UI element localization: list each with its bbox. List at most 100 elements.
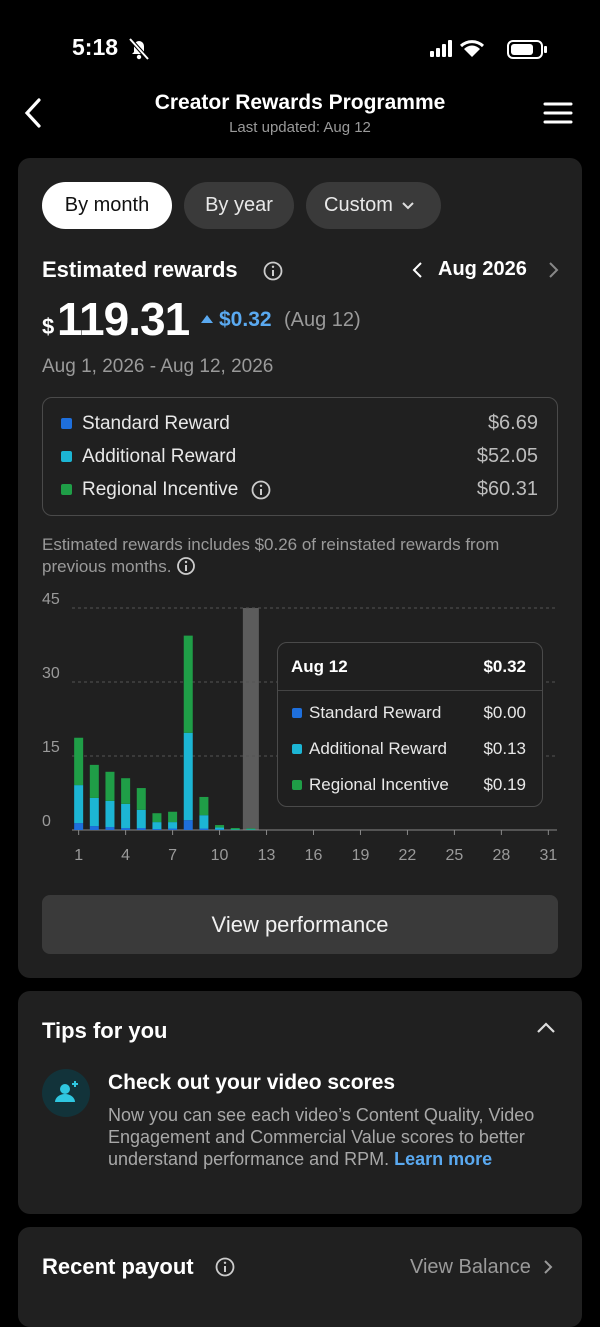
- prev-month[interactable]: [410, 260, 426, 280]
- currency: $: [42, 314, 54, 340]
- mute-icon: [126, 36, 152, 62]
- info-icon[interactable]: [176, 556, 196, 576]
- chevron-right: [541, 1258, 555, 1276]
- tip-body: Now you can see each video’s Content Qua…: [108, 1104, 568, 1170]
- tip-icon: [42, 1069, 90, 1117]
- tooltip-value: $0.13: [483, 739, 526, 759]
- bar-segment: [168, 822, 177, 828]
- learn-more-link[interactable]: Learn more: [394, 1149, 492, 1169]
- date-range: Aug 1, 2026 - Aug 12, 2026: [42, 356, 273, 378]
- total-amount: 119.31: [57, 292, 189, 346]
- reinstated-note: Estimated rewards includes $0.26 of rein…: [42, 534, 562, 578]
- legend-label: Additional Reward: [82, 446, 236, 468]
- bar-segment: [137, 788, 146, 810]
- status-time: 5:18: [72, 34, 118, 61]
- x-tick-label: 31: [539, 847, 557, 864]
- bar-segment: [121, 828, 130, 830]
- bar-segment: [199, 829, 208, 830]
- note-text: Estimated rewards includes $0.26 of rein…: [42, 535, 499, 576]
- tab-by-month[interactable]: By month: [42, 182, 172, 229]
- bar-segment: [231, 828, 240, 829]
- menu-button[interactable]: [542, 100, 574, 126]
- tab-custom-label: Custom: [324, 194, 393, 216]
- info-icon[interactable]: [262, 260, 284, 282]
- bar-segment: [105, 772, 114, 801]
- bar-segment: [215, 828, 224, 830]
- x-tick-label: 4: [121, 847, 130, 864]
- bar-segment: [121, 778, 130, 804]
- tips-title: Tips for you: [42, 1018, 168, 1044]
- breakdown-value: $52.05: [477, 445, 538, 468]
- bar-segment: [152, 813, 161, 822]
- tooltip-value: $0.19: [483, 775, 526, 795]
- bar-segment: [168, 829, 177, 830]
- y-tick-label: 45: [42, 591, 60, 608]
- x-tick-label: 16: [305, 847, 323, 864]
- x-tick-label: 19: [352, 847, 370, 864]
- tooltip-swatch: [292, 780, 302, 790]
- info-icon[interactable]: [214, 1256, 236, 1278]
- tip-heading: Check out your video scores: [108, 1071, 395, 1095]
- tooltip-divider: [278, 690, 542, 691]
- y-tick-label: 15: [42, 739, 60, 756]
- info-icon[interactable]: [250, 479, 272, 501]
- x-tick-label: 25: [446, 847, 464, 864]
- bar-segment: [184, 636, 193, 733]
- bar-segment: [199, 815, 208, 828]
- legend-label: Standard Reward: [82, 413, 230, 435]
- chevron-down: [401, 201, 415, 211]
- collapse-button[interactable]: [535, 1020, 557, 1036]
- x-tick-label: 1: [74, 847, 83, 864]
- x-tick-label: 22: [399, 847, 417, 864]
- bar-segment: [246, 828, 255, 829]
- bar-segment: [137, 810, 146, 828]
- period: Aug 2026: [438, 258, 527, 281]
- tooltip: Aug 12 $0.32 Standard Reward $0.00 Addit…: [277, 642, 543, 807]
- page-title: Creator Rewards Programme: [0, 91, 600, 115]
- bar-segment: [105, 827, 114, 830]
- tooltip-label: Regional Incentive: [309, 775, 449, 795]
- bar-segment: [90, 765, 99, 798]
- bar-segment: [199, 797, 208, 815]
- highlight-column: [243, 608, 259, 830]
- y-tick-label: 0: [42, 813, 51, 830]
- last-updated: Last updated: Aug 12: [0, 119, 600, 136]
- bar-segment: [105, 801, 114, 827]
- status-icons: [428, 38, 550, 60]
- bar-segment: [137, 828, 146, 830]
- up-arrow: [200, 313, 214, 325]
- legend-swatch: [61, 451, 72, 462]
- legend-swatch: [61, 418, 72, 429]
- tooltip-swatch: [292, 744, 302, 754]
- x-tick-label: 10: [211, 847, 229, 864]
- x-tick-label: 13: [258, 847, 276, 864]
- legend-swatch: [61, 484, 72, 495]
- change-date: (Aug 12): [284, 309, 361, 332]
- daily-change: $0.32: [219, 308, 272, 332]
- y-tick-label: 30: [42, 665, 60, 682]
- x-tick-label: 7: [168, 847, 177, 864]
- breakdown-value: $60.31: [477, 478, 538, 501]
- tooltip-value: $0.00: [483, 703, 526, 723]
- bar-segment: [152, 829, 161, 830]
- rewards-title: Estimated rewards: [42, 257, 238, 283]
- bar-segment: [215, 825, 224, 827]
- bar-segment: [152, 822, 161, 829]
- bar-segment: [184, 733, 193, 820]
- bar-segment: [184, 820, 193, 830]
- view-balance-link[interactable]: View Balance: [410, 1256, 531, 1279]
- breakdown-value: $6.69: [488, 412, 538, 435]
- bar-segment: [74, 738, 83, 785]
- x-tick-label: 28: [492, 847, 510, 864]
- tab-custom[interactable]: Custom: [306, 182, 441, 229]
- legend-label: Regional Incentive: [82, 479, 238, 501]
- tab-by-year[interactable]: By year: [184, 182, 294, 229]
- next-month[interactable]: [545, 260, 561, 280]
- view-performance-button[interactable]: View performance: [42, 895, 558, 954]
- tooltip-total: $0.32: [483, 657, 526, 677]
- tooltip-label: Additional Reward: [309, 739, 447, 759]
- tooltip-date: Aug 12: [291, 657, 348, 677]
- bar-segment: [90, 826, 99, 830]
- bar-segment: [121, 804, 130, 828]
